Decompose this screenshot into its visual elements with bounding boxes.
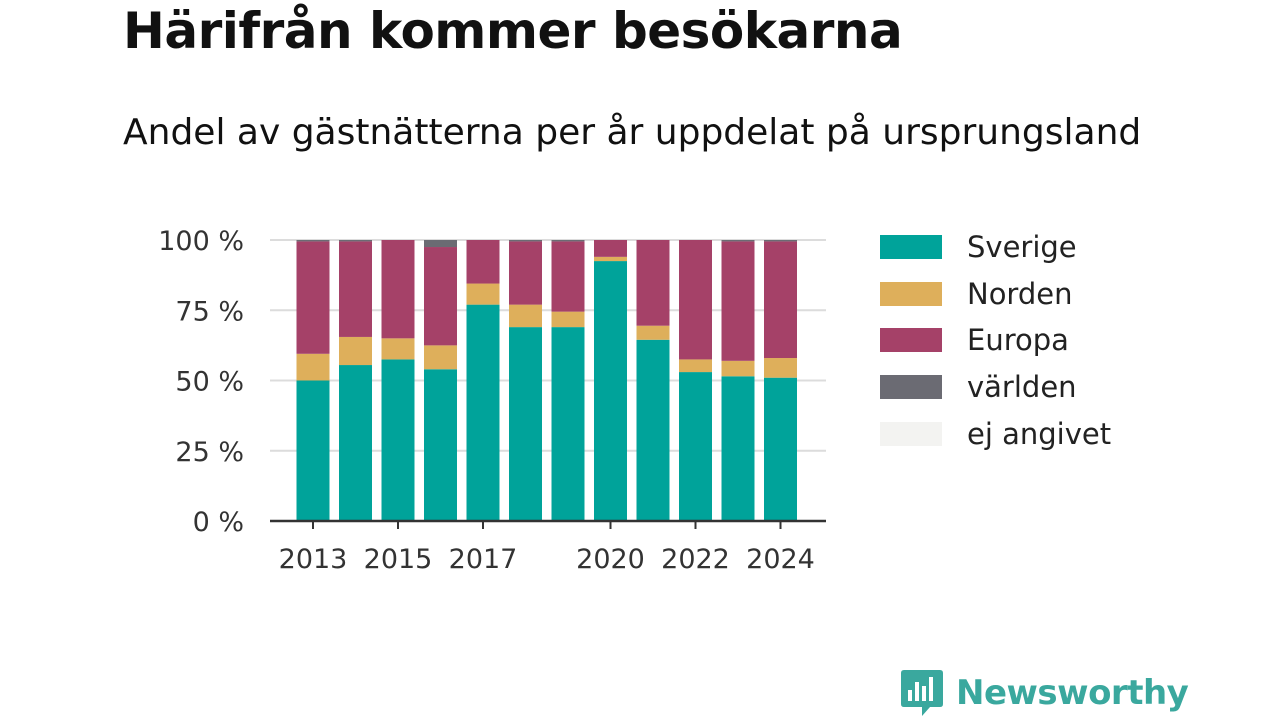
x-tick-label: 2024 xyxy=(746,544,815,575)
newsworthy-logo-icon xyxy=(901,670,943,716)
bar-segment-sverige-2013 xyxy=(296,380,330,521)
bar-segment-sverige-2022 xyxy=(679,372,712,521)
bar-segment-världen-2023 xyxy=(721,240,755,242)
bar-segment-europa-2021 xyxy=(636,240,670,326)
bar-segment-norden-2016 xyxy=(424,345,457,370)
bar-segment-sverige-2016 xyxy=(424,369,457,521)
bar-segment-världen-2019 xyxy=(551,240,585,242)
bar-segment-norden-2018 xyxy=(509,304,542,328)
legend-swatch-europa xyxy=(880,328,942,353)
legend-label-varlden: världen xyxy=(967,370,1077,405)
bar-segment-världen-2024 xyxy=(764,240,797,242)
bar-segment-sverige-2015 xyxy=(381,359,415,521)
legend-item-ej-angivet: ej angivet xyxy=(880,410,1111,457)
brand-name: Newsworthy xyxy=(956,673,1189,713)
legend-item-europa: Europa xyxy=(880,317,1111,364)
bar-segment-världen-2018 xyxy=(509,240,542,242)
bar-segment-europa-2019 xyxy=(551,241,585,312)
bar-segment-sverige-2019 xyxy=(551,327,585,521)
chart-legend: Sverige Norden Europa världen ej angivet xyxy=(880,224,1111,457)
y-tick-label: 50 % xyxy=(175,367,244,398)
x-tick-label: 2022 xyxy=(661,544,730,575)
bar-segment-sverige-2020 xyxy=(594,261,627,521)
bar-segment-norden-2020 xyxy=(594,256,627,262)
bar-segment-europa-2016 xyxy=(424,247,457,346)
bar-segment-europa-2023 xyxy=(721,241,755,361)
bar-segment-norden-2013 xyxy=(296,353,330,381)
chart-subtitle: Andel av gästnätterna per år uppdelat på… xyxy=(123,112,1142,153)
bar-segment-europa-2015 xyxy=(381,240,415,339)
y-tick-label: 75 % xyxy=(175,296,244,327)
bar-segment-sverige-2024 xyxy=(764,377,797,521)
bar-segment-sverige-2018 xyxy=(509,327,542,521)
bar-segment-sverige-2023 xyxy=(721,376,755,521)
legend-swatch-sverige xyxy=(880,235,942,260)
bar-segment-norden-2014 xyxy=(339,336,372,366)
bar-segment-europa-2020 xyxy=(594,240,627,257)
bar-segment-europa-2013 xyxy=(296,241,330,354)
x-tick-label: 2015 xyxy=(364,544,433,575)
bar-segment-norden-2021 xyxy=(636,325,670,340)
bar-segment-sverige-2017 xyxy=(466,304,500,521)
legend-item-norden: Norden xyxy=(880,271,1111,318)
x-tick-label: 2013 xyxy=(279,544,348,575)
legend-item-sverige: Sverige xyxy=(880,224,1111,271)
bar-segment-norden-2017 xyxy=(466,283,500,305)
bar-segment-sverige-2021 xyxy=(636,339,670,521)
legend-swatch-ej-angivet xyxy=(880,421,942,446)
bar-segment-världen-2013 xyxy=(296,240,330,242)
legend-swatch-varlden xyxy=(880,375,942,400)
bar-segment-europa-2024 xyxy=(764,241,797,359)
legend-label-sverige: Sverige xyxy=(967,230,1077,265)
bar-segment-sverige-2014 xyxy=(339,365,372,521)
y-tick-label: 25 % xyxy=(175,437,244,468)
y-tick-label: 100 % xyxy=(158,226,244,257)
x-tick-label: 2017 xyxy=(449,544,518,575)
bar-segment-världen-2016 xyxy=(424,240,457,248)
legend-label-norden: Norden xyxy=(967,276,1073,311)
x-tick-label: 2020 xyxy=(576,544,645,575)
bar-segment-europa-2022 xyxy=(679,240,712,360)
bar-segment-norden-2024 xyxy=(764,358,797,378)
bar-segment-norden-2022 xyxy=(679,359,712,373)
bar-segment-norden-2019 xyxy=(551,311,585,328)
legend-item-varlden: världen xyxy=(880,364,1111,411)
bar-segment-europa-2014 xyxy=(339,241,372,337)
brand-logo: Newsworthy xyxy=(900,668,1189,718)
legend-label-europa: Europa xyxy=(967,323,1069,358)
bar-segment-europa-2017 xyxy=(466,240,500,284)
legend-swatch-norden xyxy=(880,281,942,306)
bar-segment-världen-2014 xyxy=(339,240,372,242)
bar-segment-norden-2015 xyxy=(381,338,415,360)
chart-title: Härifrån kommer besökarna xyxy=(123,2,903,60)
y-tick-label: 0 % xyxy=(193,507,244,538)
bar-segment-europa-2018 xyxy=(509,241,542,305)
legend-label-ej-angivet: ej angivet xyxy=(967,416,1112,451)
bar-segment-norden-2023 xyxy=(721,360,755,377)
